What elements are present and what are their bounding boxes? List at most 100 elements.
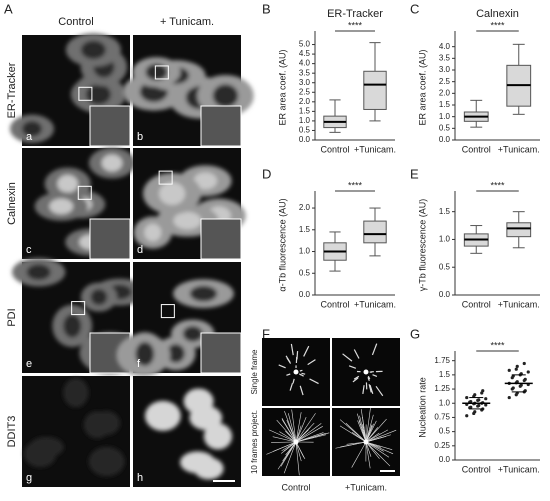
y-tick-label: 0.0 <box>299 135 311 144</box>
box <box>506 222 532 238</box>
nucleus <box>182 325 203 342</box>
microtubule <box>362 416 367 443</box>
nucleus <box>63 314 82 338</box>
cells <box>116 279 234 377</box>
microtubule <box>303 345 310 357</box>
microtubule <box>309 378 319 385</box>
nucleus <box>93 411 120 436</box>
x-tick-label: +Tunicam. <box>498 299 540 309</box>
microtubule <box>365 441 394 455</box>
panel-label: B <box>262 1 271 16</box>
y-tick-label: 1.5 <box>439 207 451 216</box>
y-tick-label: 3.0 <box>439 65 451 74</box>
panel-label: G <box>410 326 420 341</box>
live-image <box>332 408 400 476</box>
y-tick-label: 3.5 <box>299 68 311 77</box>
nucleus <box>145 63 168 81</box>
microtubule <box>295 426 323 443</box>
x-tick-label: Control <box>320 144 349 154</box>
microtubule <box>339 419 367 443</box>
point <box>484 403 488 407</box>
panel-label: A <box>4 1 13 16</box>
point <box>523 377 527 382</box>
y-axis-label: Nucleation rate <box>417 377 427 438</box>
microtubule <box>295 423 322 443</box>
microtubule <box>365 429 389 443</box>
microtubule <box>365 441 371 469</box>
centrosome <box>293 369 299 375</box>
subpanel-label: h <box>137 472 143 484</box>
microtubule <box>283 441 297 452</box>
y-tick-label: 1.25 <box>434 384 450 393</box>
subpanel-label: e <box>26 358 32 370</box>
microtubule <box>348 365 357 369</box>
point <box>519 383 523 387</box>
row-label: Single frame <box>250 349 259 394</box>
y-tick-label: 0.5 <box>439 262 451 271</box>
microtubule <box>365 420 377 443</box>
y-tick-label: 0.0 <box>299 290 311 299</box>
microtubule <box>290 343 294 356</box>
column-label: +Tunicam. <box>345 482 387 492</box>
microtubule <box>365 436 386 443</box>
roi <box>77 185 92 200</box>
x-tick-label: +Tunicam. <box>498 144 540 154</box>
y-tick-label: 0.0 <box>439 290 451 299</box>
point <box>507 368 511 372</box>
roi <box>158 170 173 185</box>
cells <box>9 33 128 143</box>
x-tick-label: +Tunicam. <box>498 464 540 474</box>
microtubule <box>269 429 297 443</box>
microtubule <box>295 441 302 462</box>
centrosome <box>363 369 369 375</box>
point <box>511 386 515 390</box>
y-tick-label: 3.5 <box>439 53 451 62</box>
microtubule <box>365 424 373 443</box>
y-tick-label: 1.0 <box>299 116 311 125</box>
live-image <box>332 338 400 406</box>
point <box>481 389 485 393</box>
y-tick-label: 4.0 <box>439 42 451 51</box>
inset <box>89 218 131 260</box>
microtubule <box>285 430 297 443</box>
point <box>507 395 511 400</box>
subpanel-label: g <box>26 472 32 484</box>
microtubule <box>272 436 297 443</box>
y-tick-label: 2.0 <box>299 97 311 106</box>
microtubule <box>342 353 353 362</box>
significance: **** <box>490 180 505 190</box>
inset <box>89 105 131 147</box>
y-tick-label: 1.0 <box>439 112 451 121</box>
centrosome <box>363 439 369 445</box>
y-tick-label: 4.5 <box>299 49 311 58</box>
subpanel-label: f <box>137 358 141 370</box>
microtubule <box>368 384 372 393</box>
point <box>477 403 481 408</box>
microtubule <box>295 429 309 443</box>
micrograph <box>122 35 254 147</box>
microtubule <box>371 343 378 356</box>
x-tick-label: +Tunicam. <box>354 299 396 309</box>
point <box>469 405 473 409</box>
y-tick-label: 0.25 <box>434 441 450 450</box>
y-tick-label: 0.5 <box>439 123 451 132</box>
subpanel-label: b <box>137 131 143 143</box>
roi <box>78 86 93 101</box>
y-tick-label: 0.75 <box>434 413 450 422</box>
microtubule <box>369 384 374 395</box>
y-tick-label: 0.5 <box>439 427 451 436</box>
live-image <box>262 338 330 406</box>
nucleus <box>183 388 214 415</box>
point <box>473 410 477 414</box>
row-label: Calnexin <box>6 182 18 225</box>
column-header: + Tunicam. <box>160 16 214 28</box>
y-tick-label: 1.0 <box>299 247 311 256</box>
x-tick-label: +Tunicam. <box>354 144 396 154</box>
microtubule <box>286 373 291 376</box>
y-tick-label: 2.0 <box>299 203 311 212</box>
x-tick-label: Control <box>462 144 491 154</box>
microtubule <box>288 413 297 443</box>
x-tick-label: Control <box>320 299 349 309</box>
roi <box>71 301 86 316</box>
